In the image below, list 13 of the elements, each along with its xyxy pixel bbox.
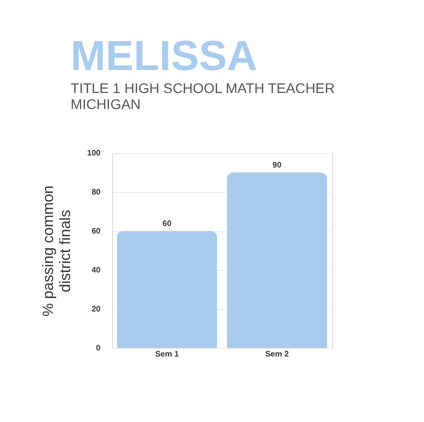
y-tick-label: 40 (92, 266, 102, 274)
x-tick-label: Sem 2 (265, 350, 290, 358)
x-tick-label: Sem 1 (155, 350, 180, 358)
y-tick-label: 80 (92, 188, 102, 196)
y-tick-label: 100 (87, 148, 102, 158)
chart-title: MELISSA (70, 32, 258, 79)
y-axis-title: % passing common district finals (40, 186, 74, 316)
y-tick-label: 60 (92, 226, 102, 236)
y-tick-label: 0 (96, 344, 102, 352)
chart-subtitle: TITLE 1 HIGH SCHOOL MATH TEACHER MICHIGAN (70, 80, 335, 112)
y-tick-label: 20 (92, 304, 102, 314)
data-label: 90 (272, 160, 282, 170)
data-label: 60 (162, 219, 172, 228)
